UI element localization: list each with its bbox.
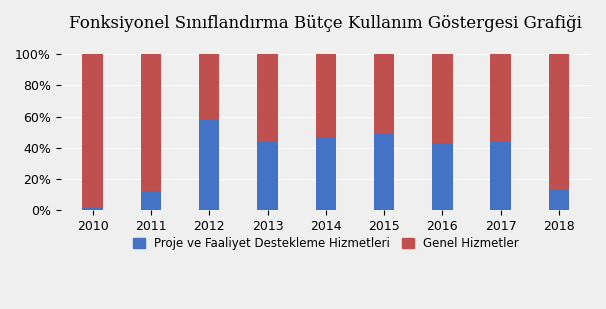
Title: Fonksiyonel Sınıflandırma Bütçe Kullanım Göstergesi Grafiği: Fonksiyonel Sınıflandırma Bütçe Kullanım… [69,15,582,32]
Bar [549,54,569,190]
Bar [316,137,336,210]
Bar [374,54,395,134]
Bar [141,54,161,191]
Bar [432,143,453,210]
Bar [549,190,569,210]
Bar [316,54,336,137]
Bar [199,120,219,210]
Legend: Proje ve Faaliyet Destekleme Hizmetleri, Genel Hizmetler: Proje ve Faaliyet Destekleme Hizmetleri,… [128,232,524,255]
Bar [374,134,395,210]
Bar [141,191,161,210]
Bar [490,54,511,142]
Bar [199,54,219,120]
Bar [258,142,278,210]
Bar [82,54,103,209]
Bar [432,54,453,143]
Bar [82,209,103,210]
Bar [490,142,511,210]
Bar [258,54,278,142]
